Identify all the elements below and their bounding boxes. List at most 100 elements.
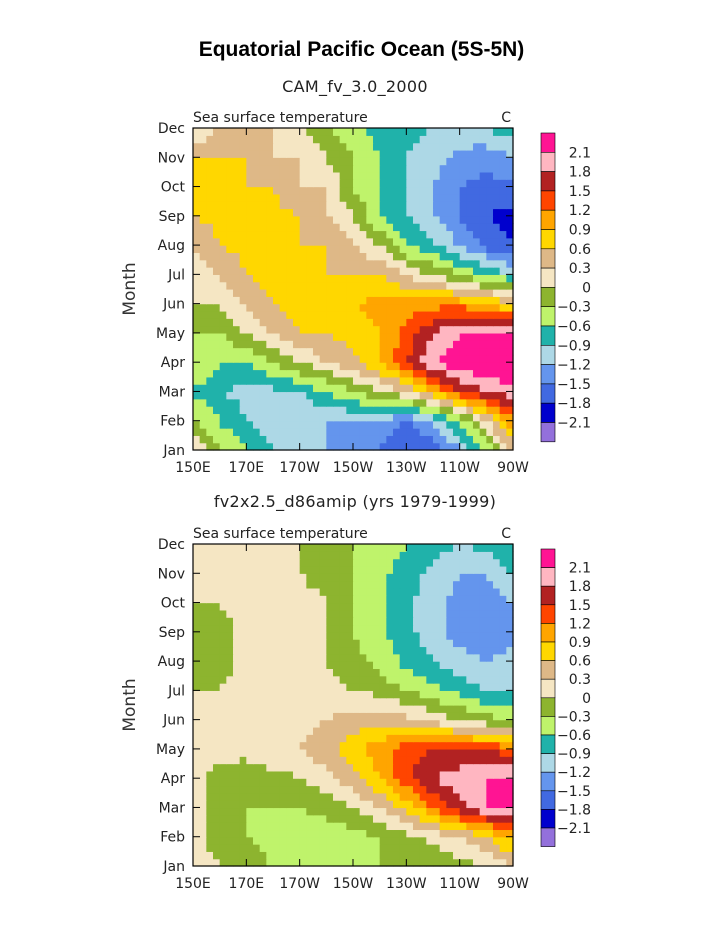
heatmap-cell bbox=[293, 690, 301, 699]
heatmap-cell bbox=[406, 785, 414, 794]
heatmap-cell bbox=[259, 719, 267, 728]
heatmap-cell bbox=[446, 274, 454, 283]
heatmap-cell bbox=[246, 705, 254, 713]
heatmap-cell bbox=[419, 237, 427, 246]
heatmap-cell bbox=[366, 829, 374, 838]
heatmap-cell bbox=[319, 230, 327, 239]
heatmap-cell bbox=[246, 763, 254, 772]
heatmap-cell bbox=[219, 281, 227, 290]
y-tick-label: Dec bbox=[158, 121, 185, 137]
heatmap-cell bbox=[299, 384, 307, 393]
heatmap-cell bbox=[499, 587, 507, 596]
heatmap-cell bbox=[386, 435, 394, 444]
heatmap-cell bbox=[206, 332, 214, 341]
heatmap-cell bbox=[406, 661, 414, 670]
heatmap-cell bbox=[459, 179, 467, 188]
heatmap-cell bbox=[399, 384, 407, 393]
heatmap-cell bbox=[199, 406, 207, 415]
heatmap-cell bbox=[486, 770, 494, 779]
heatmap-cell bbox=[193, 851, 201, 860]
heatmap-cell bbox=[426, 800, 434, 809]
heatmap-cell bbox=[333, 442, 341, 451]
heatmap-cell bbox=[286, 741, 294, 750]
heatmap-cell bbox=[373, 807, 381, 816]
heatmap-cell bbox=[419, 128, 427, 136]
heatmap-cell bbox=[486, 617, 494, 626]
heatmap-cell bbox=[466, 267, 474, 275]
heatmap-cell bbox=[386, 354, 394, 363]
heatmap-cell bbox=[479, 814, 487, 823]
heatmap-cell bbox=[193, 726, 201, 735]
y-tick-label: Mar bbox=[159, 384, 186, 400]
heatmap-cell bbox=[366, 748, 374, 757]
heatmap-cell bbox=[206, 609, 214, 618]
heatmap-cell bbox=[359, 683, 367, 691]
heatmap-cell bbox=[419, 653, 427, 662]
heatmap-cell bbox=[259, 858, 267, 867]
heatmap-cell bbox=[226, 763, 234, 772]
heatmap-cell bbox=[293, 179, 301, 188]
heatmap-cell bbox=[366, 398, 374, 407]
heatmap-cell bbox=[266, 142, 274, 151]
heatmap-cell bbox=[426, 274, 434, 283]
heatmap-cell bbox=[353, 186, 361, 195]
heatmap-cell bbox=[226, 807, 234, 816]
heatmap-cell bbox=[266, 668, 274, 677]
heatmap-cell bbox=[333, 157, 341, 166]
heatmap-cell bbox=[439, 369, 447, 378]
heatmap-cell bbox=[226, 354, 234, 363]
heatmap-cell bbox=[399, 565, 407, 574]
heatmap-cell bbox=[499, 325, 507, 334]
heatmap-cell bbox=[266, 252, 274, 261]
heatmap-cell bbox=[306, 756, 314, 765]
heatmap-cell bbox=[279, 406, 287, 415]
heatmap-cell bbox=[426, 785, 434, 794]
heatmap-cell bbox=[233, 573, 241, 582]
heatmap-cell bbox=[306, 639, 314, 648]
heatmap-cell bbox=[346, 697, 354, 706]
heatmap-cell bbox=[413, 318, 421, 327]
heatmap-cell bbox=[279, 858, 287, 867]
heatmap-cell bbox=[239, 310, 247, 319]
heatmap-cell bbox=[359, 551, 367, 560]
heatmap-cell bbox=[426, 420, 434, 429]
heatmap-cell bbox=[253, 369, 261, 378]
heatmap-cell bbox=[319, 325, 327, 334]
heatmap-cell bbox=[326, 274, 334, 283]
heatmap-cell bbox=[286, 171, 294, 180]
heatmap-cell bbox=[319, 420, 327, 429]
heatmap-cell bbox=[219, 609, 227, 618]
heatmap-cell bbox=[273, 369, 281, 378]
heatmap-cell bbox=[239, 325, 247, 334]
heatmap-cell bbox=[286, 193, 294, 202]
heatmap-cell bbox=[193, 193, 201, 202]
heatmap-cell bbox=[273, 354, 281, 363]
heatmap-cell bbox=[239, 785, 247, 794]
heatmap-cell bbox=[326, 391, 334, 400]
heatmap-cell bbox=[273, 428, 281, 436]
heatmap-cell bbox=[239, 406, 247, 415]
heatmap-cell bbox=[506, 369, 514, 378]
heatmap-cell bbox=[353, 726, 361, 735]
heatmap-cell bbox=[206, 565, 214, 574]
heatmap-cell bbox=[246, 756, 254, 765]
heatmap-cell bbox=[493, 347, 501, 356]
heatmap-cell bbox=[266, 748, 274, 757]
heatmap-cell bbox=[306, 858, 314, 867]
heatmap-cell bbox=[406, 259, 414, 268]
heatmap-cell bbox=[239, 851, 247, 860]
heatmap-cell bbox=[453, 792, 461, 801]
heatmap-cell bbox=[479, 617, 487, 626]
heatmap-cell bbox=[206, 800, 214, 809]
heatmap-cell bbox=[473, 668, 481, 677]
heatmap-cell bbox=[293, 785, 301, 794]
heatmap-cell bbox=[459, 208, 467, 217]
heatmap-cell bbox=[293, 661, 301, 670]
heatmap-cell bbox=[319, 354, 327, 363]
heatmap-cell bbox=[379, 428, 387, 436]
heatmap-cell bbox=[479, 384, 487, 393]
heatmap-cell bbox=[226, 719, 234, 728]
heatmap-cell bbox=[373, 369, 381, 378]
heatmap-cell bbox=[239, 712, 247, 721]
heatmap-cell bbox=[286, 398, 294, 407]
